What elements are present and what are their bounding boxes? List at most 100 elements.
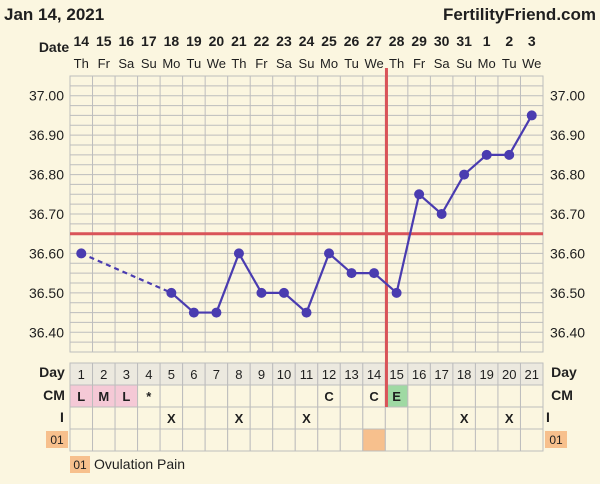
pain-chip-right-label: 01 — [549, 433, 563, 447]
i-cell — [407, 406, 431, 430]
i-cell — [519, 406, 544, 430]
chart-text-layer: 37.00 37.00 36.90 36.90 36.80 36.80 36.70 36.70… — [29, 33, 585, 426]
y-tick-label-left: 37.00 — [29, 88, 64, 104]
i-row-label-left: I — [60, 409, 64, 425]
temperature-point — [76, 248, 87, 259]
cm-cell — [227, 384, 251, 408]
weekday-label: Su — [141, 56, 157, 71]
day-number: 13 — [344, 367, 358, 382]
weekday-label: Fr — [413, 56, 426, 71]
pain-cell — [429, 428, 454, 452]
weekday-label: We — [207, 56, 226, 71]
i-value: X — [302, 411, 311, 426]
day-number: 19 — [479, 367, 493, 382]
day-number: 6 — [190, 367, 197, 382]
weekday-label: Mo — [320, 56, 338, 71]
cm-cell — [182, 384, 206, 408]
temperature-grid — [69, 75, 544, 452]
pain-cell — [452, 428, 476, 452]
pain-cell — [204, 428, 229, 452]
i-cell — [429, 406, 454, 430]
pain-cell — [497, 428, 521, 452]
cm-value: L — [122, 389, 130, 404]
date-label: 2 — [505, 33, 513, 49]
pain-cell — [294, 428, 319, 452]
weekday-label: Tu — [502, 56, 517, 71]
weekday-label: Fr — [98, 56, 111, 71]
temperature-series — [76, 110, 537, 318]
i-cell — [182, 406, 206, 430]
date-label: 1 — [483, 33, 491, 49]
i-cell — [137, 406, 161, 430]
date-label: 14 — [73, 33, 89, 49]
y-tick-label-right: 36.80 — [550, 167, 585, 183]
cm-value: M — [98, 389, 109, 404]
temperature-point — [233, 248, 244, 259]
date-row-label: Date — [39, 39, 70, 55]
weekday-label: Tu — [187, 56, 202, 71]
cm-row-label-left: CM — [43, 387, 65, 403]
legend-chip — [70, 456, 90, 473]
pain-cell — [249, 428, 274, 452]
y-tick-label-right: 36.70 — [550, 206, 585, 222]
temperature-point — [166, 287, 177, 298]
cm-cell — [339, 384, 364, 408]
y-tick-label-left: 36.90 — [29, 127, 64, 143]
y-tick-label-left: 36.70 — [29, 206, 64, 222]
day-number: 16 — [412, 367, 426, 382]
date-label: 31 — [456, 33, 472, 49]
day-number: 18 — [457, 367, 471, 382]
pain-chip-left — [46, 431, 68, 448]
weekday-label: Mo — [162, 56, 180, 71]
pain-cell — [474, 428, 499, 452]
date-label: 28 — [389, 33, 405, 49]
y-tick-label-left: 36.50 — [29, 285, 64, 301]
cm-cell — [294, 384, 319, 408]
day-number: 10 — [277, 367, 291, 382]
cm-cell — [474, 384, 499, 408]
weekday-label: We — [364, 56, 383, 71]
weekday-label: Tu — [344, 56, 359, 71]
i-cell — [69, 406, 94, 430]
temperature-point — [346, 268, 357, 279]
cm-cell — [159, 384, 184, 408]
series-segment — [395, 194, 421, 294]
date-label: 15 — [96, 33, 112, 49]
y-tick-label-left: 36.40 — [29, 324, 64, 340]
weekday-label: Sa — [118, 56, 135, 71]
cm-value: * — [146, 389, 152, 404]
cm-row-label-right: CM — [551, 387, 573, 403]
pain-cell — [137, 428, 161, 452]
date-label: 23 — [276, 33, 292, 49]
i-value: X — [167, 411, 176, 426]
pain-cell — [317, 428, 341, 452]
cm-cell — [272, 384, 296, 408]
y-tick-label-right: 36.50 — [550, 285, 585, 301]
pain-cell — [69, 428, 94, 452]
weekday-label: Sa — [434, 56, 451, 71]
temperature-point — [481, 149, 492, 160]
temperature-point — [436, 209, 447, 219]
weekday-label: Th — [74, 56, 89, 71]
cm-cell — [452, 384, 476, 408]
weekday-label: Th — [389, 56, 404, 71]
date-label: 30 — [434, 33, 450, 49]
i-cell — [249, 406, 274, 430]
date-label: 26 — [344, 33, 360, 49]
day-number: 2 — [100, 367, 107, 382]
day-number: 5 — [168, 367, 175, 382]
date-label: 3 — [528, 33, 536, 49]
temperature-point — [369, 268, 380, 279]
y-tick-label-left: 36.80 — [29, 167, 64, 183]
weekday-label: Mo — [478, 56, 496, 71]
pain-cell — [519, 428, 544, 452]
series-segment — [80, 252, 172, 294]
temperature-point — [391, 287, 402, 298]
day-number: 8 — [235, 367, 242, 382]
ovulation-pain-cell — [362, 428, 386, 452]
i-cell — [384, 406, 409, 430]
cm-cell — [497, 384, 521, 408]
date-label: 27 — [366, 33, 382, 49]
cm-cell — [249, 384, 274, 408]
